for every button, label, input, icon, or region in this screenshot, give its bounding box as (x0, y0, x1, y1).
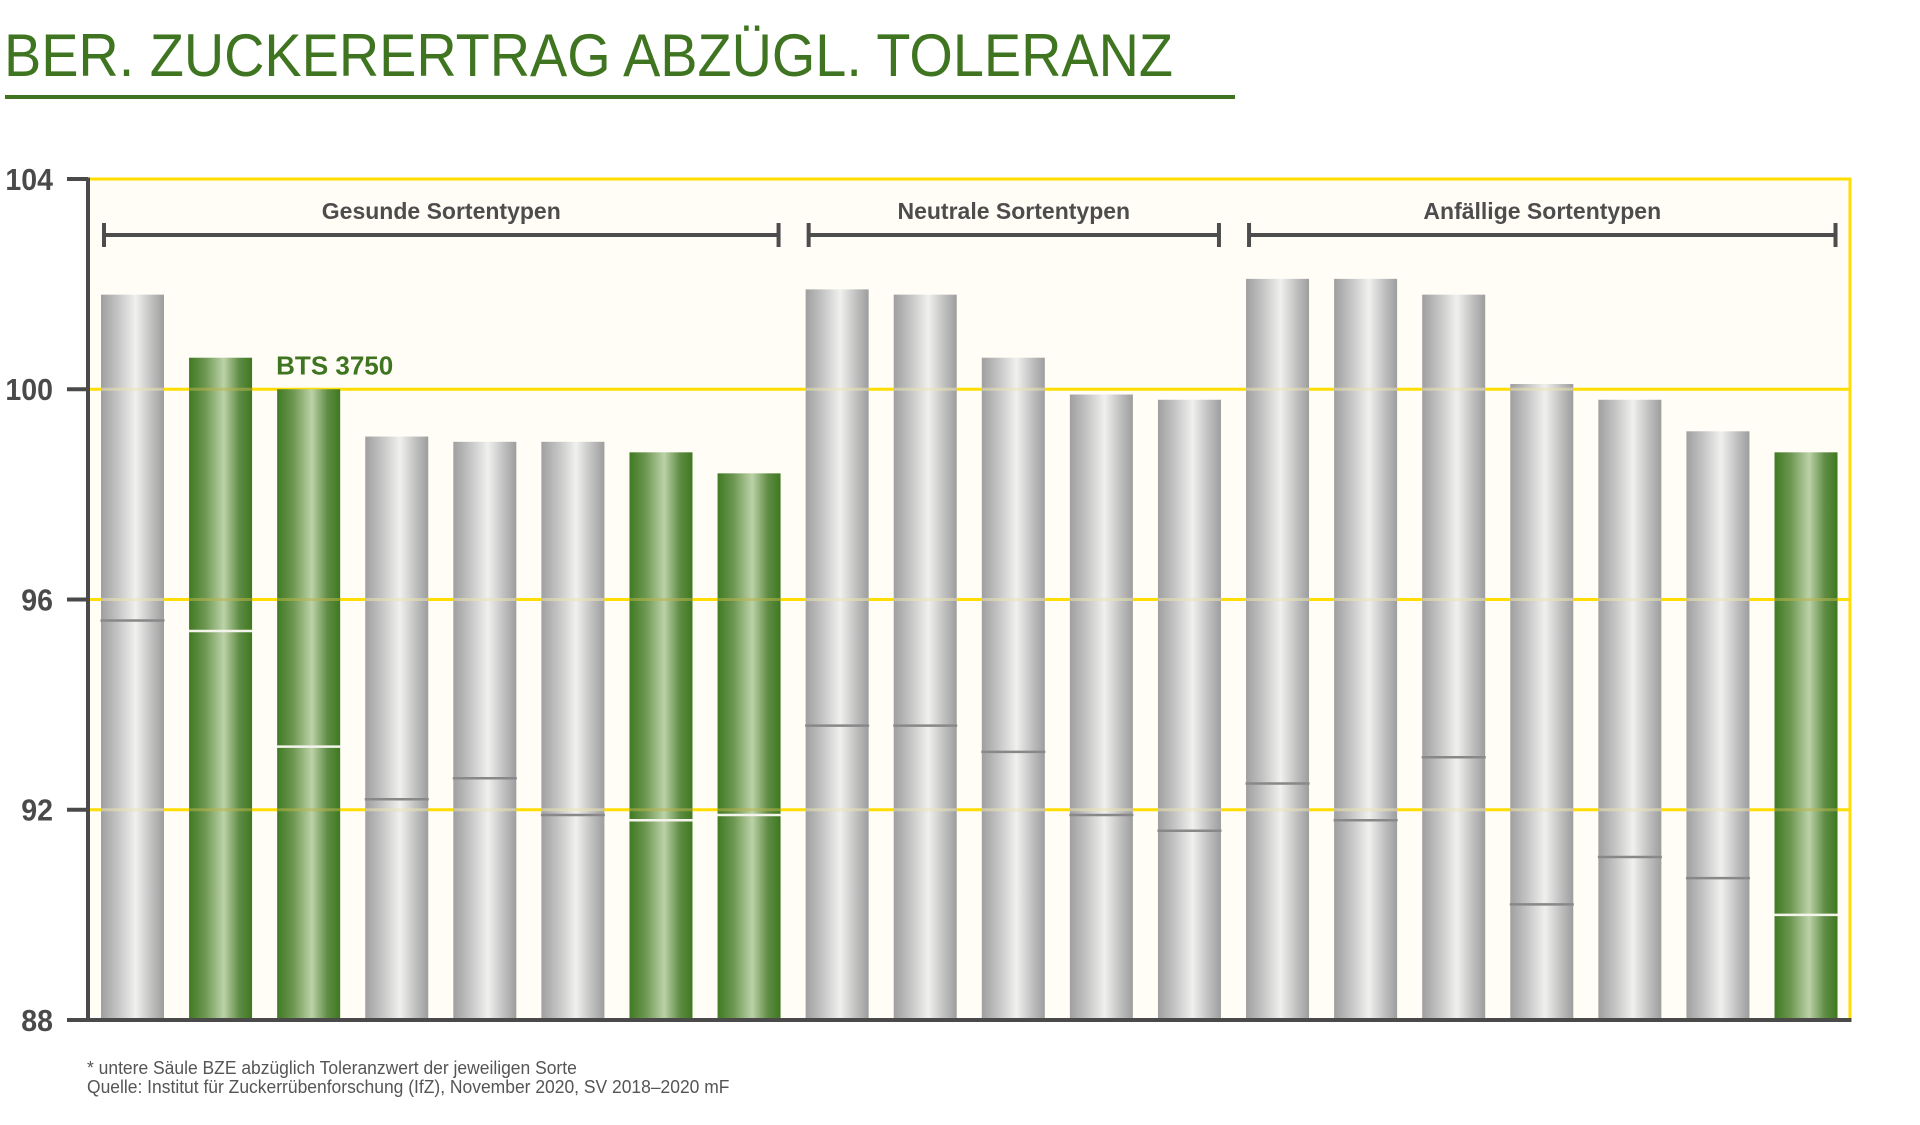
bar-group-20 (1774, 452, 1839, 1020)
bar-bze-4 (365, 436, 429, 1020)
bar-group-19 (1685, 431, 1750, 1020)
y-tick-label-104: 104 (5, 163, 53, 197)
bar-group-5 (452, 441, 517, 1020)
bar-bze-18 (1598, 399, 1662, 1020)
bar-group-8 (717, 473, 782, 1021)
bar-group-1 (100, 294, 165, 1020)
group-bracket-2: Neutrale Sortentypen (806, 198, 1221, 247)
bar-group-10 (893, 294, 958, 1020)
group-label-1: Gesunde Sortentypen (322, 198, 561, 224)
bar-group-16 (1421, 294, 1486, 1020)
y-tick-label-96: 96 (21, 583, 53, 617)
footnote-source: Quelle: Institut für Zuckerrübenforschun… (87, 1077, 730, 1097)
footnote: * untere Säule BZE abzüglich Toleranzwer… (87, 1059, 749, 1097)
bar-bze-2 (189, 357, 253, 1020)
y-tick-label-88: 88 (21, 1004, 53, 1038)
bar-bze-1 (101, 294, 164, 1020)
bar-bze-9 (805, 289, 869, 1021)
bar-group-14 (1245, 278, 1310, 1020)
bar-group-2 (188, 357, 253, 1020)
bar-bze-12 (1069, 394, 1133, 1021)
bar-bze-3 (277, 389, 341, 1020)
bar-bze-13 (1157, 399, 1221, 1020)
bar-group-7 (628, 452, 693, 1020)
group-label-3: Anfällige Sortentypen (1423, 198, 1661, 224)
bar-bze-10 (893, 294, 957, 1020)
bar-group-4 (364, 436, 429, 1020)
bar-bze-6 (541, 441, 605, 1020)
group-bracket-3: Anfällige Sortentypen (1247, 198, 1838, 247)
bar-bze-15 (1334, 278, 1398, 1020)
bar-group-3 (276, 389, 341, 1020)
bar-bze-19 (1686, 431, 1750, 1020)
bar-group-12 (1069, 394, 1134, 1021)
chart-title: BER. ZUCKERERTRAG ABZÜGL. TOLERANZ (4, 22, 1173, 89)
bar-bze-8 (717, 473, 781, 1021)
footnote-note: * untere Säule BZE abzüglich Toleranzwer… (87, 1058, 577, 1078)
bar-bze-14 (1246, 278, 1310, 1020)
bar-bze-17 (1510, 383, 1574, 1020)
bar-bze-7 (629, 452, 693, 1020)
bar-group-18 (1597, 399, 1662, 1020)
bar-group-6 (540, 441, 605, 1020)
bar-group-15 (1333, 278, 1398, 1020)
bar-group-11 (981, 357, 1046, 1020)
y-tick-label-92: 92 (21, 794, 53, 828)
group-bracket-1: Gesunde Sortentypen (102, 198, 781, 247)
highlight-label-bts-3750: BTS 3750 (276, 350, 393, 380)
bar-bze-11 (981, 357, 1045, 1020)
bar-group-13 (1157, 399, 1222, 1020)
y-tick-label-100: 100 (5, 373, 53, 407)
bar-bze-16 (1422, 294, 1486, 1020)
bar-group-9 (805, 289, 870, 1021)
bar-bze-5 (453, 441, 517, 1020)
title-underline (5, 95, 1235, 99)
bar-group-17 (1509, 383, 1574, 1020)
group-label-2: Neutrale Sortentypen (897, 198, 1130, 224)
bar-bze-20 (1774, 452, 1838, 1020)
